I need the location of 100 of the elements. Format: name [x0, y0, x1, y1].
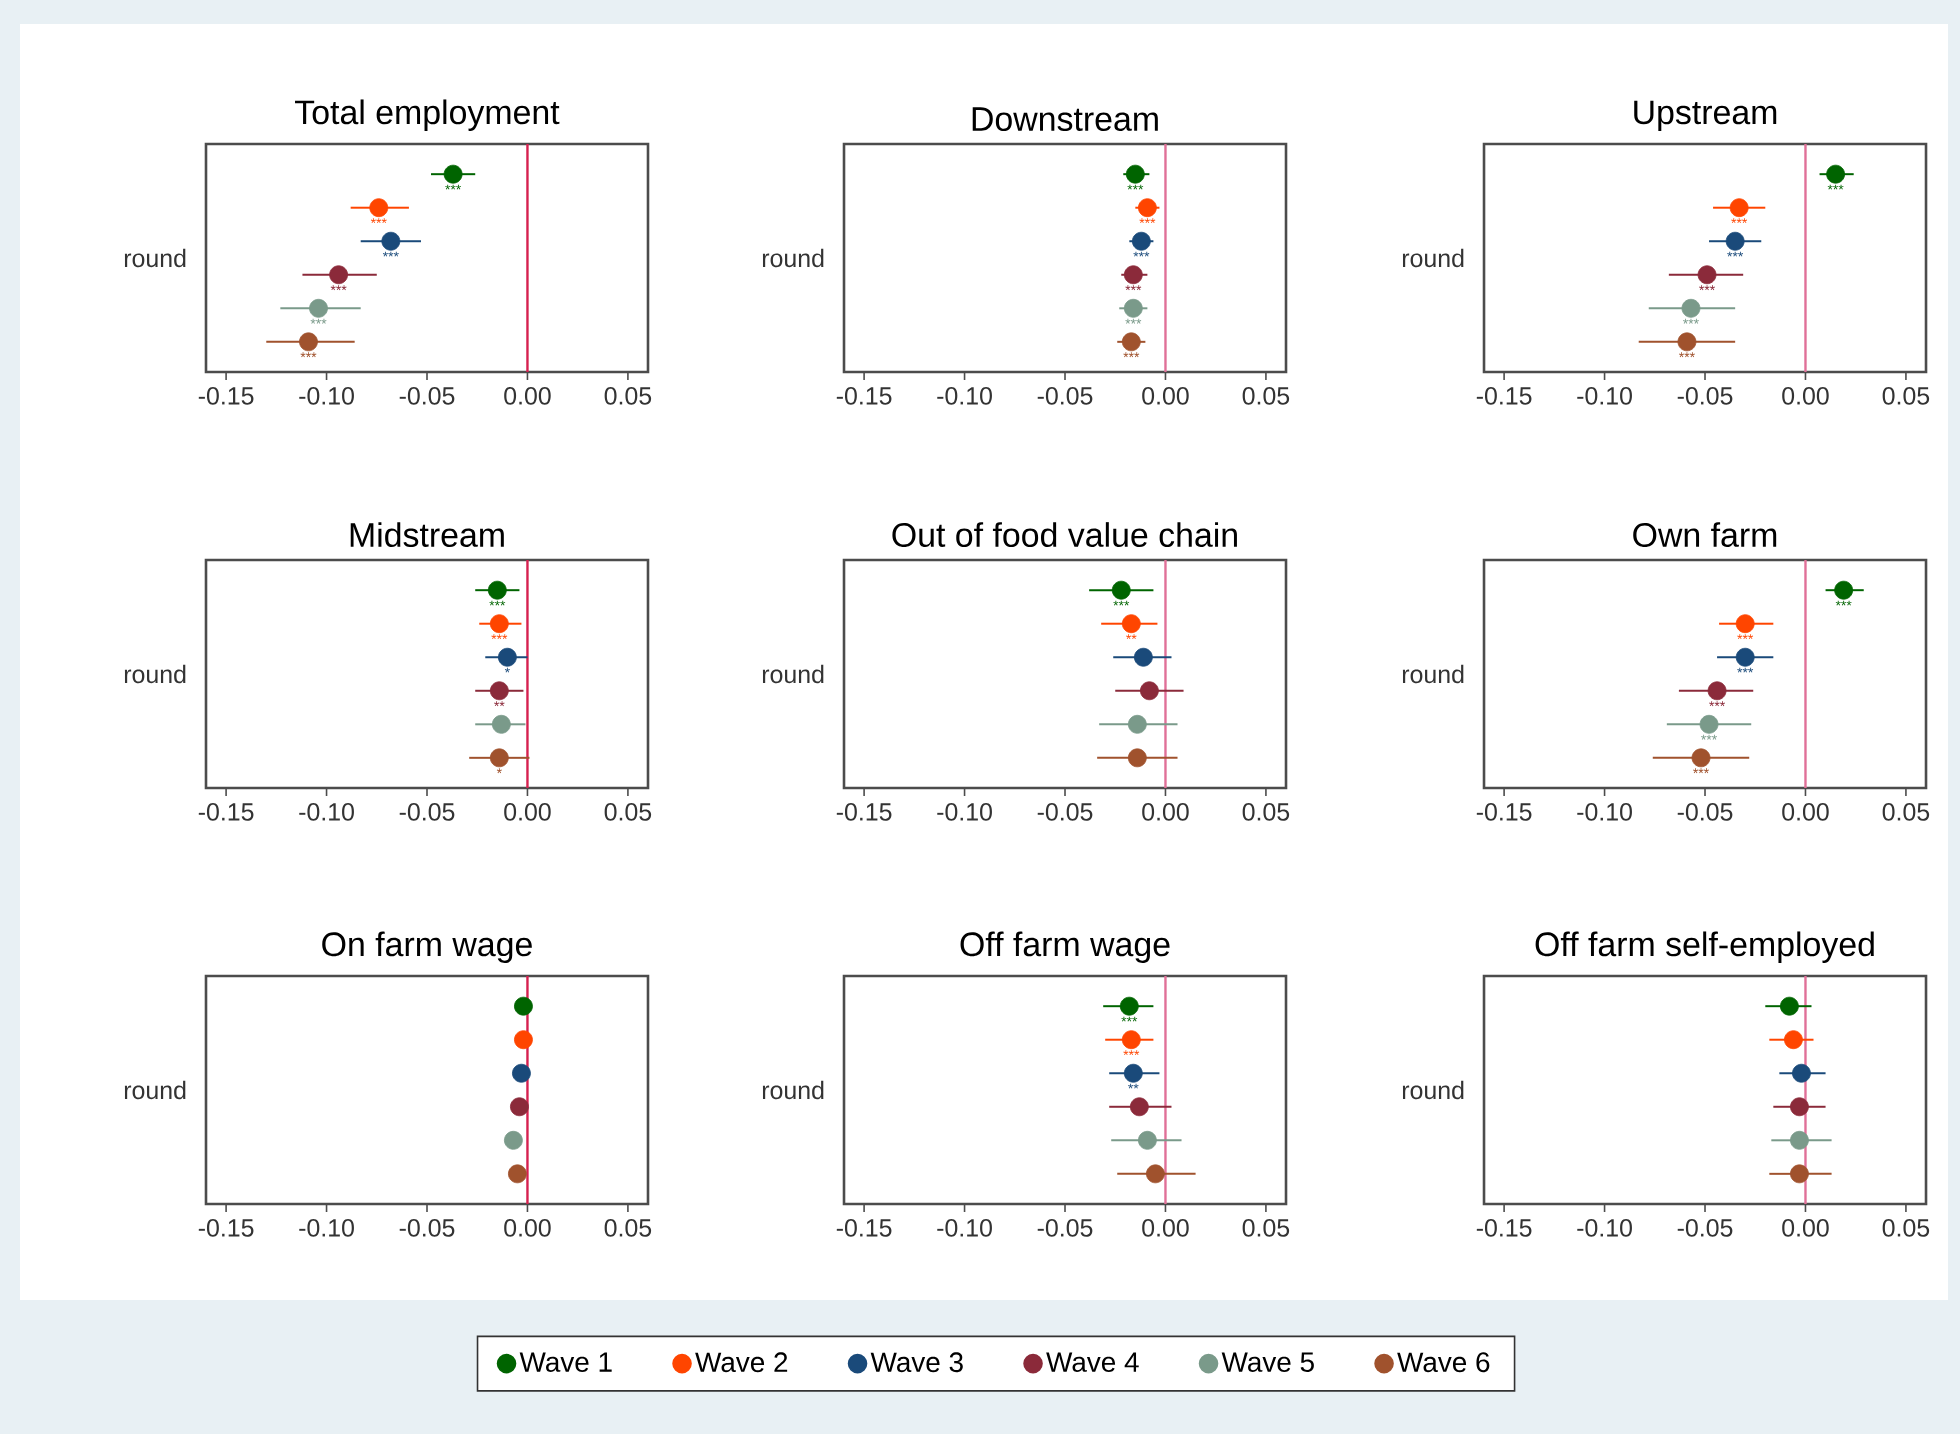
point [1139, 681, 1159, 701]
legend-label: Wave 1 [519, 1352, 612, 1372]
point [1735, 614, 1755, 634]
y-axis-title: round [1402, 664, 1464, 684]
y-axis-title: round [762, 664, 824, 684]
y-axis-title: round [762, 248, 824, 268]
x-tick-label: -0.05 [1677, 1219, 1733, 1237]
point [1121, 332, 1141, 352]
x-tick-label: -0.15 [1476, 1219, 1532, 1237]
point [1826, 164, 1846, 184]
x-tick-label: 0.00 [1142, 803, 1189, 821]
point [1121, 1030, 1141, 1050]
point [381, 231, 401, 251]
chart-title: Off farm self-employed [1535, 931, 1874, 964]
point [1123, 298, 1143, 318]
point [1127, 748, 1147, 768]
x-tick-label: -0.10 [1577, 803, 1632, 821]
x-tick-label: -0.15 [1476, 803, 1532, 821]
x-tick-label: 0.00 [504, 1219, 551, 1237]
x-tick-label: 0.05 [1882, 387, 1930, 405]
x-tick-label: 0.05 [1242, 387, 1290, 405]
x-tick-label: -0.10 [1577, 1219, 1632, 1237]
x-tick-label: -0.15 [836, 387, 892, 405]
y-axis-title: round [124, 1080, 186, 1100]
legend-label: Wave 3 [870, 1352, 963, 1373]
point [1697, 265, 1717, 285]
point [1111, 580, 1131, 600]
legend-label: Wave 4 [1046, 1352, 1139, 1372]
x-tick-label: 0.05 [1882, 1219, 1930, 1237]
point [1125, 164, 1145, 184]
x-tick-label: -0.10 [299, 803, 354, 821]
point [1133, 647, 1153, 667]
point [1137, 198, 1157, 218]
x-tick-label: 0.00 [504, 803, 551, 821]
chart-title: On farm wage [322, 931, 532, 964]
x-tick-label: 0.00 [1142, 387, 1189, 405]
x-tick-label: -0.05 [1677, 803, 1733, 821]
point [1123, 265, 1143, 285]
legend-label: Wave 5 [1221, 1352, 1314, 1372]
point [1735, 647, 1755, 667]
point [1129, 1097, 1149, 1117]
x-tick-label: 0.05 [1242, 803, 1290, 821]
x-tick-label: -0.05 [399, 1219, 455, 1237]
x-tick-label: 0.00 [1782, 803, 1829, 821]
y-axis-title: round [124, 664, 186, 684]
y-axis-title: round [1402, 1080, 1464, 1100]
chart-title: Own farm [1633, 522, 1777, 548]
y-axis-title: round [124, 248, 186, 268]
chart-title: Downstream [972, 107, 1158, 132]
point [1699, 714, 1719, 734]
point [1677, 332, 1697, 352]
x-tick-label: 0.00 [1782, 387, 1829, 405]
x-tick-label: -0.05 [399, 803, 455, 821]
x-tick-label: -0.15 [198, 387, 254, 405]
point [1725, 231, 1745, 251]
x-tick-label: 0.05 [604, 803, 652, 821]
x-tick-label: -0.05 [1037, 1219, 1093, 1237]
y-axis-title: round [762, 1080, 824, 1100]
x-tick-label: 0.00 [1782, 1219, 1829, 1237]
x-tick-label: 0.05 [604, 1219, 652, 1237]
x-tick-label: -0.10 [1577, 387, 1632, 405]
x-tick-label: 0.00 [504, 387, 551, 405]
chart-title: Midstream [350, 522, 504, 548]
x-tick-label: -0.15 [836, 803, 892, 821]
point [309, 298, 328, 318]
x-tick-label: -0.15 [836, 1219, 892, 1237]
x-tick-label: -0.10 [937, 387, 992, 405]
x-tick-label: -0.05 [1037, 387, 1093, 405]
point [1834, 580, 1854, 600]
y-axis-title: round [1402, 248, 1464, 268]
legend-label: Wave 2 [695, 1352, 788, 1373]
point [1131, 231, 1151, 251]
x-tick-label: -0.05 [399, 387, 455, 405]
point [1691, 748, 1711, 768]
x-tick-label: -0.05 [1677, 387, 1733, 405]
x-tick-label: -0.10 [299, 387, 354, 405]
chart-title: Total employment [295, 99, 560, 132]
x-tick-label: 0.00 [1142, 1219, 1189, 1237]
point [1119, 996, 1139, 1016]
x-tick-label: -0.05 [1037, 803, 1093, 821]
legend-label: Wave 6 [1397, 1352, 1490, 1373]
point [329, 265, 348, 285]
point [1121, 614, 1141, 634]
chart-title: Out of food value chain [892, 522, 1237, 548]
point [1127, 714, 1147, 734]
chart-title: Off farm wage [960, 931, 1170, 964]
x-tick-label: 0.05 [604, 387, 652, 405]
point [299, 332, 318, 352]
x-tick-label: -0.10 [937, 1219, 992, 1237]
x-tick-label: -0.15 [1476, 387, 1532, 405]
x-tick-label: 0.05 [1882, 803, 1930, 821]
x-tick-label: 0.05 [1242, 1219, 1290, 1237]
point [443, 164, 463, 184]
point [1137, 1130, 1157, 1150]
x-tick-label: -0.15 [198, 1219, 254, 1237]
point [369, 198, 389, 218]
point [1707, 681, 1727, 701]
x-tick-label: -0.10 [937, 803, 992, 821]
point [1729, 198, 1749, 218]
chart-title: Upstream [1634, 100, 1777, 132]
